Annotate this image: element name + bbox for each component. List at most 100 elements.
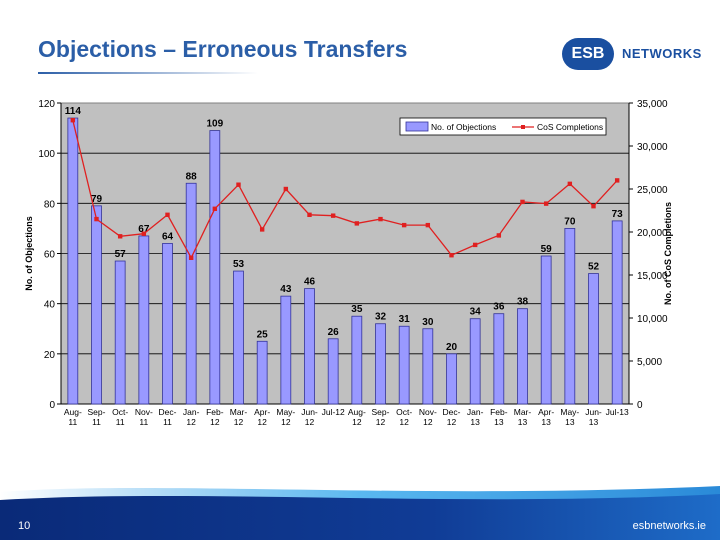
- legend-label-cos: CoS Completions: [537, 122, 603, 132]
- legend-swatch-bar: [405, 121, 429, 132]
- bar: [517, 308, 528, 405]
- bar: [375, 323, 386, 405]
- bar-value-label: 52: [588, 262, 600, 273]
- bar: [446, 353, 457, 405]
- line-point: [472, 242, 478, 248]
- x-tick-label-line2: 13: [470, 417, 480, 427]
- bar: [67, 117, 79, 405]
- page-number: 10: [18, 520, 31, 532]
- x-tick-label: Nov-: [135, 407, 153, 417]
- x-tick-label: Jan-: [183, 407, 200, 417]
- y2-tick-label: 30,000: [637, 142, 668, 153]
- bar: [398, 325, 410, 405]
- x-tick-label: Sep-: [88, 407, 106, 417]
- x-tick-label: May-: [276, 407, 295, 417]
- bar-value-label: 30: [422, 317, 434, 328]
- x-tick-label: Sep-: [372, 407, 390, 417]
- bar-value-label: 57: [115, 249, 127, 260]
- bar-value-label: 64: [162, 231, 174, 242]
- bar: [469, 318, 481, 405]
- x-tick-label: Dec-: [159, 407, 177, 417]
- y-tick-label: 80: [44, 199, 56, 210]
- x-tick-label-line2: 11: [68, 417, 77, 427]
- x-tick-label-line2: 12: [257, 417, 267, 427]
- line-point: [212, 206, 218, 211]
- bar-value-label: 38: [517, 297, 529, 308]
- bar: [304, 288, 315, 405]
- x-tick-label: Aug-: [64, 407, 82, 417]
- bar: [564, 228, 576, 405]
- x-tick-label: Feb-: [206, 407, 224, 417]
- y2-tick-label: 5,000: [637, 357, 662, 368]
- line-point: [520, 199, 525, 205]
- line-point: [330, 213, 336, 218]
- title-underline: [38, 72, 258, 74]
- line-point: [70, 118, 76, 123]
- x-tick-label: Apr-: [538, 407, 554, 417]
- line-point: [591, 204, 596, 209]
- bar-value-label: 109: [206, 119, 223, 130]
- y-tick-label: 120: [38, 99, 55, 110]
- line-point: [236, 182, 241, 187]
- bar-value-label: 70: [564, 216, 576, 227]
- bar: [162, 243, 173, 405]
- footer-band: [0, 486, 720, 540]
- line-point: [354, 221, 360, 226]
- footer-website: esbnetworks.ie: [632, 520, 706, 532]
- y-axis-title: No. of Objections: [24, 216, 34, 291]
- y2-tick-label: 35,000: [637, 99, 668, 110]
- x-tick-label: Jul-12: [322, 407, 345, 417]
- line-point: [496, 233, 502, 238]
- bar-value-label: 26: [328, 327, 340, 338]
- bar: [351, 315, 363, 405]
- legend: [399, 117, 607, 136]
- bar: [493, 313, 505, 405]
- y2-tick-label: 10,000: [637, 314, 668, 325]
- bar-value-label: 43: [280, 284, 292, 295]
- x-tick-label: Mar-: [230, 407, 248, 417]
- x-tick-label-line2: 13: [541, 417, 551, 427]
- line-point: [141, 231, 147, 236]
- bar: [256, 340, 268, 405]
- bar: [91, 205, 102, 405]
- x-tick-label-line2: 12: [447, 417, 457, 427]
- y-tick-label: 40: [44, 300, 56, 311]
- y-tick-label: 0: [49, 400, 55, 411]
- bar-value-label: 79: [91, 194, 103, 205]
- bar: [588, 273, 599, 405]
- bar: [114, 260, 126, 405]
- line-point: [165, 212, 170, 217]
- bar-value-label: 20: [446, 342, 458, 353]
- y-tick-label: 20: [44, 350, 56, 361]
- x-tick-label-line2: 13: [518, 417, 528, 427]
- x-tick-label-line2: 12: [376, 417, 386, 427]
- x-tick-label: Dec-: [443, 407, 461, 417]
- esb-networks-logo: ESB NETWORKS: [562, 36, 701, 72]
- line-point: [188, 255, 194, 260]
- bar: [138, 235, 150, 405]
- bar-value-label: 59: [541, 244, 553, 255]
- x-tick-label: Jun-: [585, 407, 602, 417]
- line-point: [543, 201, 549, 206]
- x-tick-label-line2: 12: [423, 417, 433, 427]
- cos-completions-line: [72, 120, 618, 260]
- x-tick-label-line2: 12: [210, 417, 220, 427]
- x-tick-label: Nov-: [419, 407, 437, 417]
- bar: [209, 130, 221, 405]
- logo-text: NETWORKS: [622, 46, 702, 61]
- x-tick-label-line2: 13: [589, 417, 599, 427]
- bar-value-label: 31: [399, 314, 411, 325]
- footer-wave-dark: [0, 494, 720, 540]
- y2-tick-label: 0: [637, 400, 643, 411]
- x-tick-label: Mar-: [514, 407, 532, 417]
- x-tick-label-line2: 13: [494, 417, 504, 427]
- objections-chart: 0 20 40 60 80 100 120 0 5,000 10,000 15,000 20,000 2…: [24, 99, 673, 427]
- x-tick-label: Oct-: [396, 407, 412, 417]
- bar-value-label: 35: [351, 304, 363, 315]
- x-tick-label-line2: 11: [139, 417, 148, 427]
- bar: [280, 295, 292, 405]
- bar-value-label: 88: [186, 171, 198, 182]
- x-tick-label-line2: 11: [116, 417, 125, 427]
- line-point: [614, 178, 620, 183]
